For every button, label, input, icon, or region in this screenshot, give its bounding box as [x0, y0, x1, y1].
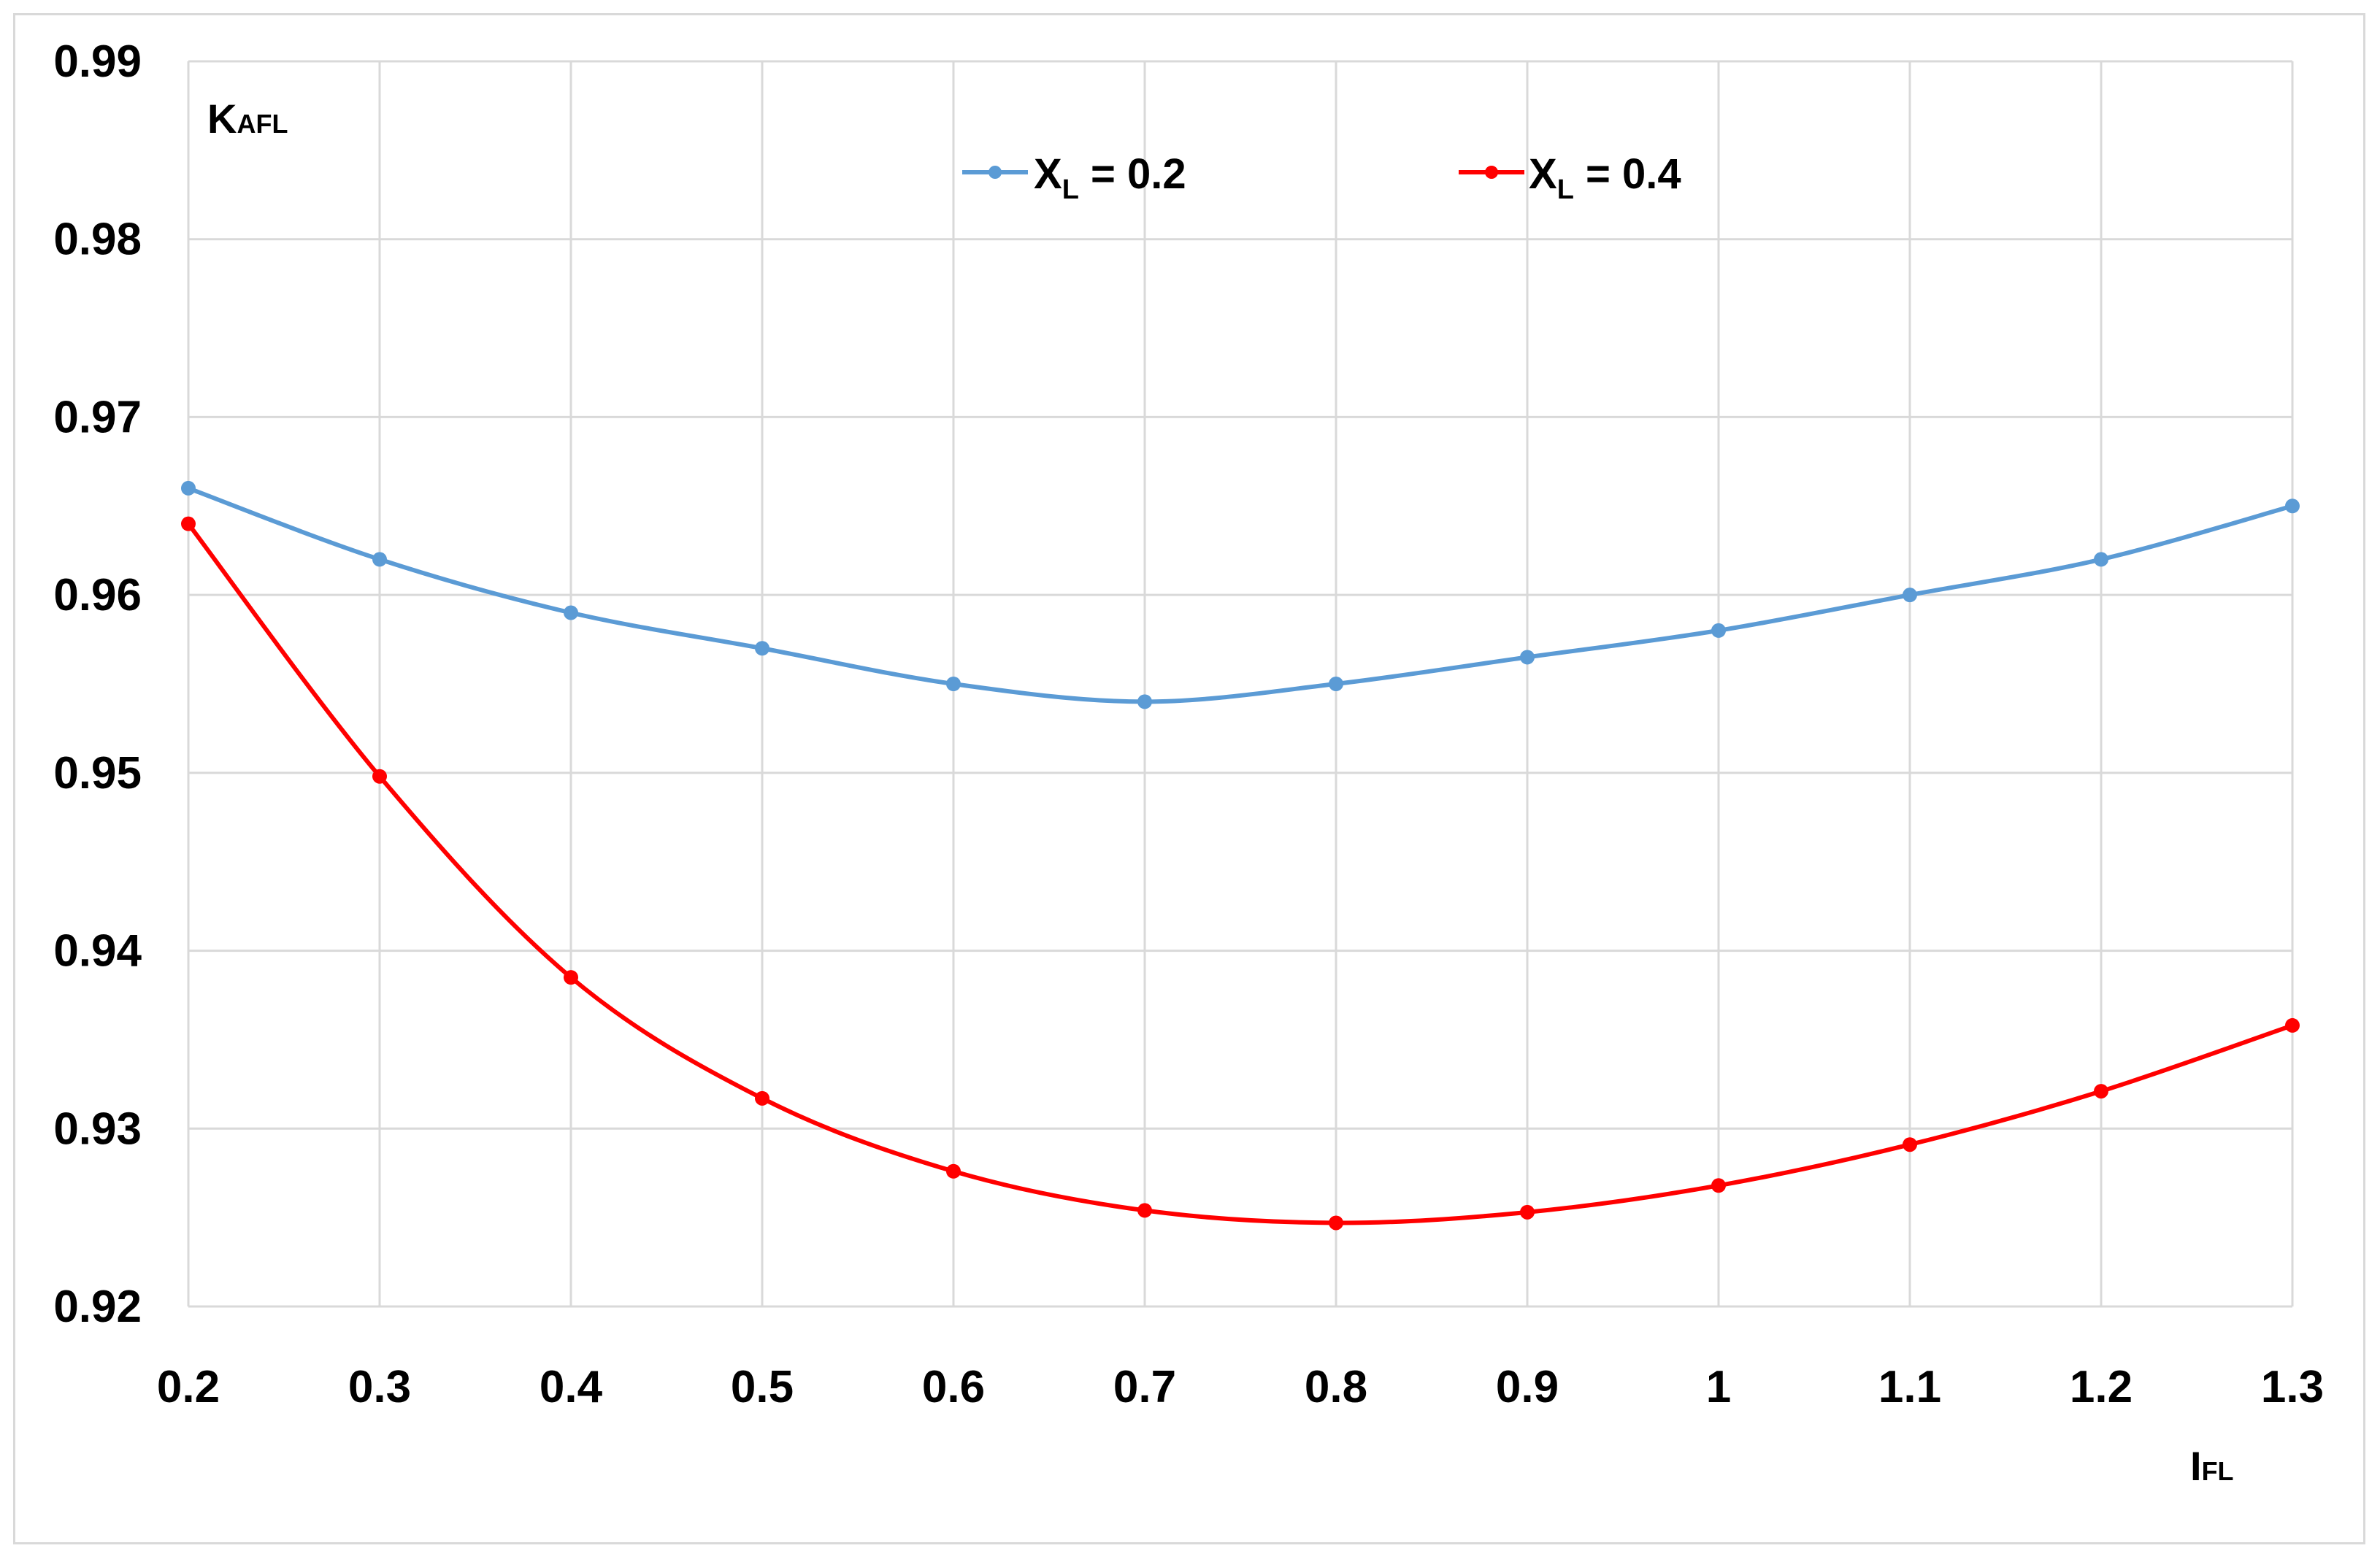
x-axis-label: IFL [2190, 1443, 2234, 1489]
data-point-series-1 [1903, 588, 1917, 603]
data-point-series-1 [1711, 623, 1726, 638]
y-axis-label: KAFL [207, 96, 288, 142]
data-point-series-2 [946, 1163, 961, 1179]
grid-lines [188, 60, 2294, 1306]
y-tick-label: 0.97 [53, 392, 142, 442]
x-tick-labels: 0.2 0.3 0.4 0.5 0.6 0.7 0.8 0.9 1 1.1 1.2 1.3 [157, 1362, 2324, 1412]
data-point-series-2 [1520, 1204, 1535, 1220]
x-tick-label: 0.9 [1496, 1362, 1559, 1412]
y-tick-label: 0.92 [53, 1282, 142, 1332]
x-tick-label: 0.3 [348, 1362, 411, 1412]
series-1 [181, 480, 2300, 709]
x-tick-label: 1 [1706, 1362, 1731, 1412]
data-point-series-2 [1711, 1178, 1726, 1193]
data-point-series-2 [372, 769, 387, 784]
x-tick-label: 0.2 [157, 1362, 220, 1412]
data-point-series-1 [1137, 694, 1152, 709]
legend: XL = 0.2 XL = 0.4 [962, 150, 1681, 205]
y-tick-label: 0.95 [53, 748, 142, 798]
legend-label-series-2: XL = 0.4 [1529, 150, 1681, 205]
data-point-series-1 [1520, 650, 1535, 665]
data-point-series-2 [1329, 1215, 1343, 1231]
x-tick-label: 1.1 [1878, 1362, 1941, 1412]
x-tick-label: 0.8 [1305, 1362, 1367, 1412]
data-point-series-2 [755, 1090, 769, 1106]
legend-item-series-1: XL = 0.2 [962, 150, 1186, 205]
legend-item-series-2: XL = 0.4 [1459, 150, 1681, 205]
series [181, 480, 2300, 1231]
data-point-series-2 [2285, 1017, 2300, 1033]
data-point-series-1 [181, 480, 196, 496]
data-point-series-1 [1329, 677, 1343, 691]
data-point-series-2 [564, 970, 578, 985]
axes [187, 61, 2292, 1308]
legend-label-series-1: XL = 0.2 [1034, 150, 1186, 205]
y-tick-label: 0.96 [53, 570, 142, 620]
series-line-1 [186, 485, 2295, 704]
data-point-series-1 [2094, 552, 2108, 567]
data-point-series-1 [564, 605, 578, 620]
series-line-2 [186, 521, 2295, 1225]
y-tick-label: 0.93 [53, 1104, 142, 1154]
data-point-series-2 [1903, 1137, 1917, 1152]
y-tick-label: 0.98 [53, 215, 142, 265]
y-tick-label: 0.99 [53, 36, 142, 87]
data-point-series-1 [2285, 499, 2300, 514]
chart-frame [13, 13, 2365, 1544]
y-tick-label: 0.94 [53, 926, 142, 977]
x-tick-label: 0.6 [922, 1362, 985, 1412]
data-point-series-1 [946, 677, 961, 691]
x-tick-label: 0.7 [1113, 1362, 1176, 1412]
legend-marker-series-1 [989, 166, 1002, 179]
legend-marker-series-2 [1485, 166, 1498, 179]
data-point-series-1 [755, 641, 769, 656]
series-2 [181, 516, 2300, 1231]
y-tick-labels: 0.92 0.93 0.94 0.95 0.96 0.97 0.98 0.99 [53, 36, 142, 1332]
x-tick-label: 1.3 [2261, 1362, 2324, 1412]
data-point-series-2 [2094, 1084, 2108, 1099]
data-point-series-2 [181, 516, 196, 531]
data-point-series-1 [372, 552, 387, 567]
data-point-series-2 [1137, 1203, 1152, 1218]
x-tick-label: 0.5 [731, 1362, 794, 1412]
x-tick-label: 0.4 [540, 1362, 603, 1412]
x-tick-label: 1.2 [2070, 1362, 2133, 1412]
